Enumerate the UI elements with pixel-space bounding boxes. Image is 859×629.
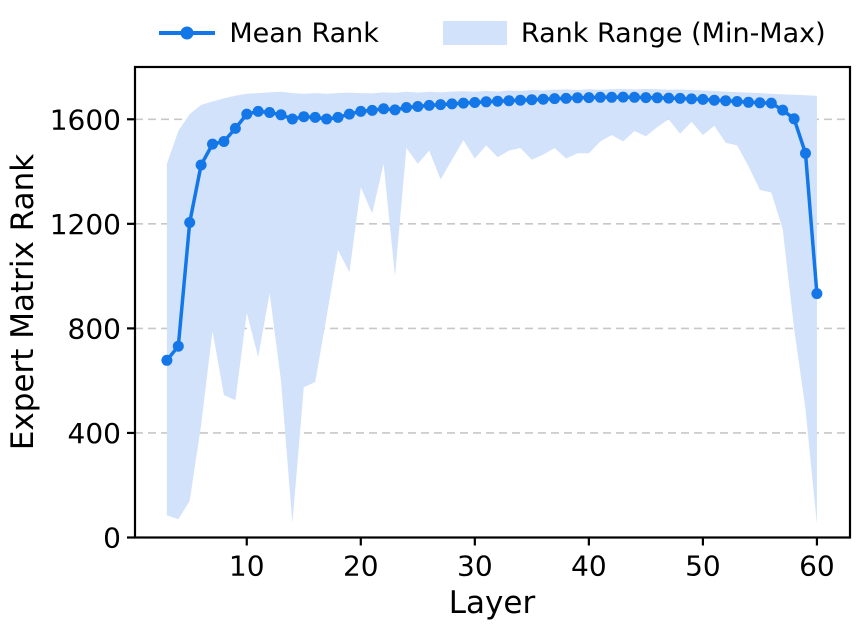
mean-rank-marker (526, 94, 538, 106)
tick-layer: 0 400 800 1200 1600 10 20 30 40 50 60 (50, 103, 835, 582)
mean-rank-marker (241, 108, 253, 120)
mean-rank-marker (617, 91, 629, 103)
mean-rank-marker (286, 113, 298, 125)
rank-range-patch-icon (442, 21, 507, 45)
legend-item-mean-rank: Mean Rank (159, 18, 379, 49)
x-axis-label: Layer (449, 585, 536, 621)
mean-rank-marker (423, 99, 435, 111)
mean-rank-marker (172, 340, 184, 352)
mean-rank-marker (435, 99, 447, 111)
mean-rank-marker (446, 98, 458, 110)
y-axis-label: Expert Matrix Rank (5, 154, 41, 450)
mean-rank-marker (207, 138, 218, 150)
mean-rank-marker (378, 103, 390, 115)
mean-rank-marker (355, 105, 367, 117)
mean-rank-marker (514, 94, 526, 106)
mean-rank-marker (195, 159, 207, 171)
mean-rank-marker (229, 122, 241, 134)
mean-rank-marker (549, 93, 561, 105)
band-layer (166, 89, 817, 525)
mean-rank-marker (583, 92, 595, 104)
mean-rank-marker (572, 92, 583, 104)
mean-rank-marker (560, 92, 572, 104)
mean-rank-marker (321, 113, 333, 125)
mean-rank-marker (537, 93, 549, 105)
mean-rank-line-swatch-icon (159, 26, 216, 40)
legend-label-rank-range: Rank Range (Min-Max) (520, 17, 826, 49)
mean-rank-marker (503, 95, 515, 107)
mean-rank-marker (594, 91, 606, 103)
mean-rank-marker (457, 97, 469, 109)
x-tick-label: 30 (457, 550, 493, 583)
legend: Mean Rank Rank Range (Min-Max) (135, 14, 850, 52)
mean-rank-marker (400, 102, 412, 113)
line-layer (161, 91, 823, 366)
axes-frame (133, 65, 852, 539)
mean-rank-marker (480, 96, 492, 108)
mean-rank-marker (720, 95, 732, 107)
mean-rank-marker (640, 92, 652, 104)
frame-layer (133, 65, 852, 539)
mean-rank-marker (252, 105, 264, 117)
mean-rank-marker (469, 97, 481, 108)
mean-rank-marker (606, 91, 618, 103)
y-tick-label: 1600 (50, 103, 121, 136)
mean-rank-marker (309, 111, 321, 123)
mean-rank-marker (743, 96, 754, 108)
mean-rank-marker-icon (180, 26, 194, 40)
x-tick-label: 60 (799, 550, 835, 583)
x-tick-label: 50 (685, 550, 721, 583)
mean-rank-marker (492, 95, 504, 107)
mean-rank-marker (788, 113, 800, 125)
mean-rank-marker (264, 107, 276, 118)
mean-rank-marker (218, 136, 230, 147)
mean-rank-marker (697, 93, 709, 105)
mean-rank-marker (731, 96, 743, 107)
mean-rank-line (165, 95, 819, 363)
x-tick-label: 20 (343, 550, 379, 583)
mean-rank-marker (777, 104, 789, 116)
mean-rank-marker (765, 97, 777, 109)
mean-rank-marker (754, 97, 766, 109)
mean-rank-marker (161, 354, 173, 366)
y-tick-label: 400 (68, 417, 121, 450)
mean-rank-marker (332, 111, 344, 123)
rank-range-band (166, 89, 817, 525)
legend-item-rank-range: Rank Range (Min-Max) (442, 17, 826, 49)
mean-rank-marker (708, 94, 720, 106)
mean-rank-marker (184, 217, 196, 228)
y-tick-label: 0 (103, 522, 121, 555)
x-tick-label: 40 (571, 550, 607, 583)
x-tick-label: 10 (229, 550, 265, 583)
mean-rank-marker (811, 288, 823, 300)
mean-rank-marker (686, 93, 697, 105)
mean-rank-marker (389, 104, 401, 116)
mean-rank-marker (800, 147, 811, 159)
mean-rank-marker (275, 109, 287, 121)
mean-rank-marker (366, 104, 378, 116)
mean-rank-marker (674, 92, 686, 104)
legend-label-mean-rank: Mean Rank (229, 17, 379, 49)
mean-rank-marker (629, 91, 640, 103)
mean-rank-marker (298, 111, 310, 123)
y-tick-label: 1200 (50, 208, 121, 241)
mean-rank-marker (651, 92, 663, 104)
mean-rank-marker (343, 108, 355, 120)
y-tick-label: 800 (68, 312, 121, 345)
mean-rank-marker (663, 92, 675, 104)
mean-rank-marker (412, 101, 424, 112)
